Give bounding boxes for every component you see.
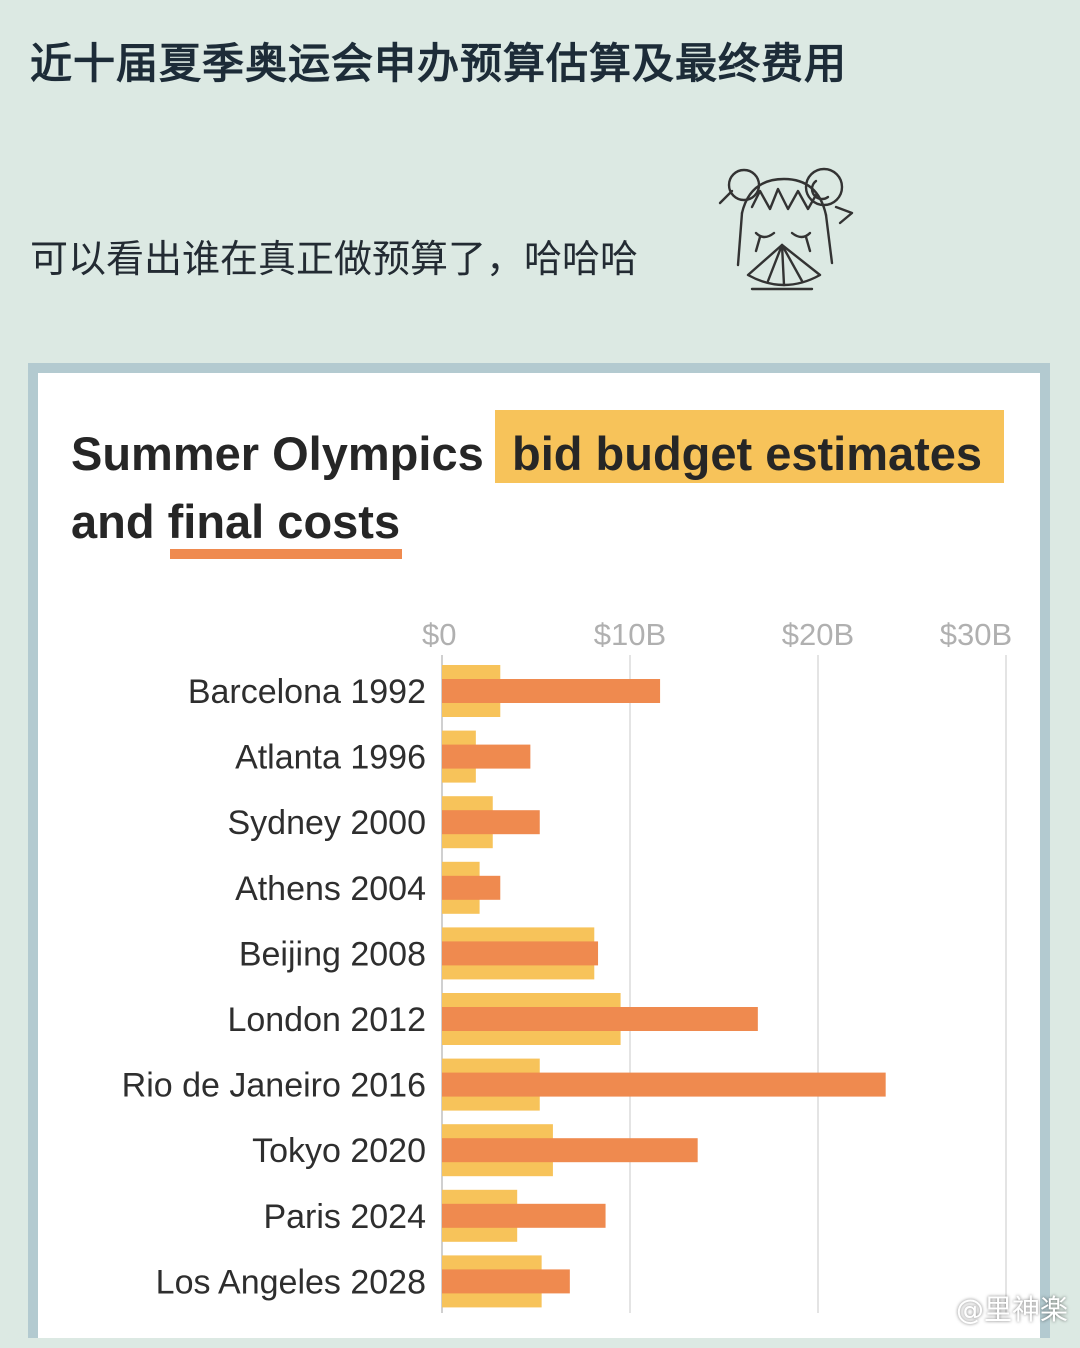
category-label: Los Angeles 2028: [156, 1263, 426, 1301]
category-label: Athens 2004: [235, 870, 426, 908]
post-title: 近十届夏季奥运会申办预算估算及最终费用: [30, 39, 848, 88]
bar-final-cost: [442, 744, 531, 769]
title-underline: [170, 549, 402, 559]
bar-final-cost: [442, 1269, 570, 1294]
chart-title: Summer Olympics bid budget estimates and…: [71, 410, 1004, 559]
category-label: Beijing 2008: [239, 935, 426, 973]
category-label: Barcelona 1992: [188, 673, 426, 711]
category-label: Rio de Janeiro 2016: [122, 1067, 426, 1105]
x-tick-label: $30B: [940, 617, 1012, 652]
bar-final-cost: [442, 875, 501, 900]
bar-final-cost: [442, 1007, 758, 1031]
bar-final-cost: [442, 1138, 698, 1163]
x-tick-label: $10B: [594, 617, 666, 652]
category-label: Sydney 2000: [228, 804, 427, 842]
x-tick-label: $0: [422, 617, 456, 652]
post-caption: 可以看出谁在真正做预算了，哈哈哈: [30, 237, 639, 281]
bar-final-cost: [442, 1203, 606, 1228]
x-tick-label: $20B: [782, 617, 854, 652]
bar-final-cost: [442, 810, 540, 835]
title-line-1: Summer Olympics: [71, 427, 484, 480]
category-label: Tokyo 2020: [252, 1132, 426, 1170]
category-label: Atlanta 1996: [235, 739, 426, 777]
bar-final-cost: [442, 679, 661, 703]
olympics-cost-chart: Summer Olympics bid budget estimates and…: [71, 410, 1012, 1313]
watermark: @里神楽: [916, 1288, 1068, 1328]
bar-final-cost: [442, 1072, 886, 1097]
title-highlight-text: bid budget estimates: [512, 427, 982, 480]
category-label: London 2012: [227, 1001, 426, 1039]
bar-final-cost: [442, 941, 599, 966]
weibo-icon: [917, 1296, 949, 1321]
title-line-2-prefix: and: [71, 495, 168, 548]
chart-card: Summer Olympics bid budget estimates and…: [28, 363, 1050, 1338]
title-highlight-box: [495, 410, 1004, 483]
category-label: Paris 2024: [263, 1198, 426, 1236]
watermark-text: @里神楽: [955, 1293, 1068, 1326]
title-line-2: and final costs: [71, 495, 400, 548]
title-underlined-text: final costs: [168, 495, 400, 548]
anime-girl-fan-sticker-icon: [718, 167, 854, 291]
